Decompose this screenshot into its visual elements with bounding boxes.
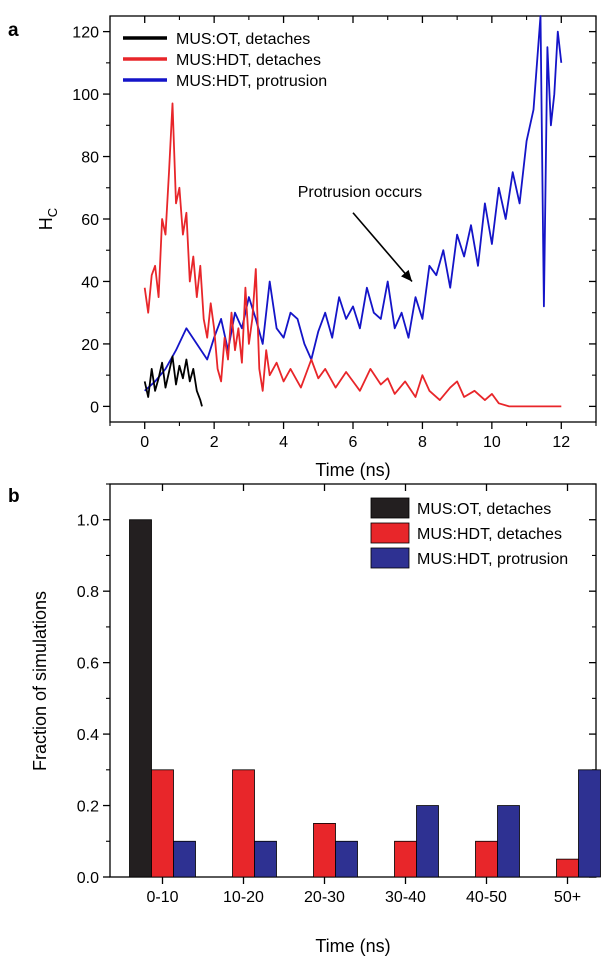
bar-1-1 [232, 769, 255, 878]
panel-b-x-axis-label: Time (ns) [315, 936, 390, 956]
y-tick-label: 100 [72, 87, 99, 104]
y-tick-label: 1.0 [77, 513, 99, 530]
bar-1-5 [556, 858, 579, 878]
x-tick-label: 4 [279, 434, 288, 451]
panel-a-y-axis-label-main: H [36, 217, 56, 230]
x-tick-label: 12 [552, 434, 570, 451]
panel-a-series [143, 15, 563, 408]
y-tick-label: 60 [81, 212, 99, 229]
y-tick-label: 0.6 [77, 656, 99, 673]
x-tick-label: 30-40 [385, 889, 426, 906]
panel-a-legend: MUS:OT, detaches MUS:HDT, detaches MUS:HDT… [123, 31, 327, 90]
panel-a-annotation-text: Protrusion occurs [298, 184, 423, 201]
bar-2-0 [173, 840, 196, 878]
y-tick-label: 0.4 [77, 727, 99, 744]
bar-1-2 [313, 823, 336, 878]
legend-label-1: MUS:HDT, detaches [176, 52, 321, 69]
panel-b: b 0.0 0.2 0.4 0.6 0.8 1.0 0-10 10-20 20-30 30-40 4… [8, 483, 601, 956]
panel-a-annotation-arrowhead [401, 269, 413, 282]
panel-b-label: b [8, 486, 20, 507]
y-tick-label: 0.0 [77, 870, 99, 887]
series-line-2 [144, 15, 563, 392]
y-tick-label: 0.2 [77, 799, 99, 816]
bar-1-3 [394, 840, 417, 878]
legend-label-2: MUS:HDT, protrusion [417, 551, 568, 568]
legend-swatch-0 [370, 497, 410, 519]
x-tick-label: 6 [349, 434, 358, 451]
bar-2-1 [254, 840, 277, 878]
x-tick-label: 20-30 [304, 889, 345, 906]
legend-label-0: MUS:OT, detaches [417, 501, 551, 518]
bar-0-0 [129, 519, 152, 878]
bar-1-0 [151, 769, 174, 878]
bar-2-2 [335, 840, 358, 878]
y-tick-label: 0.8 [77, 584, 99, 601]
bar-2-3 [416, 805, 439, 878]
x-tick-label: 10-20 [223, 889, 264, 906]
panel-a-y-axis-label-subscript: C [45, 208, 60, 217]
legend-swatch-2 [370, 547, 410, 569]
panel-a-annotation: Protrusion occurs [298, 184, 423, 282]
x-tick-label: 2 [210, 434, 219, 451]
bar-1-4 [475, 840, 498, 878]
panel-a-y-axis-label: HC [36, 208, 60, 230]
panel-a-x-axis-label: Time (ns) [315, 460, 390, 480]
panel-a-label: a [8, 20, 19, 41]
panel-a-annotation-arrow [352, 212, 413, 282]
panel-b-y-axis-label: Fraction of simulations [30, 591, 50, 771]
x-tick-label: 8 [418, 434, 427, 451]
panel-b-bars [129, 519, 601, 878]
x-tick-label: 40-50 [466, 889, 507, 906]
y-tick-label: 80 [81, 150, 99, 167]
x-tick-label: 50+ [554, 889, 581, 906]
series-line-0 [143, 355, 203, 407]
legend-label-1: MUS:HDT, detaches [417, 526, 562, 543]
legend-swatch-1 [370, 522, 410, 544]
y-tick-label: 20 [81, 337, 99, 354]
legend-label-2: MUS:HDT, protrusion [176, 73, 327, 90]
bar-2-4 [497, 805, 520, 878]
x-tick-label: 0 [140, 434, 149, 451]
series-line-1 [143, 102, 562, 408]
x-tick-label: 10 [483, 434, 501, 451]
panel-b-legend: MUS:OT, detaches MUS:HDT, detaches MUS:HDT… [370, 497, 568, 569]
y-tick-label: 120 [72, 25, 99, 42]
bar-2-5 [578, 769, 601, 878]
x-tick-label: 0-10 [146, 889, 178, 906]
y-tick-label: 40 [81, 274, 99, 291]
panel-b-ticks: 0.0 0.2 0.4 0.6 0.8 1.0 0-10 10-20 20-30 30-40 40-… [77, 483, 596, 906]
legend-label-0: MUS:OT, detaches [176, 31, 310, 48]
y-tick-label: 0 [90, 399, 99, 416]
